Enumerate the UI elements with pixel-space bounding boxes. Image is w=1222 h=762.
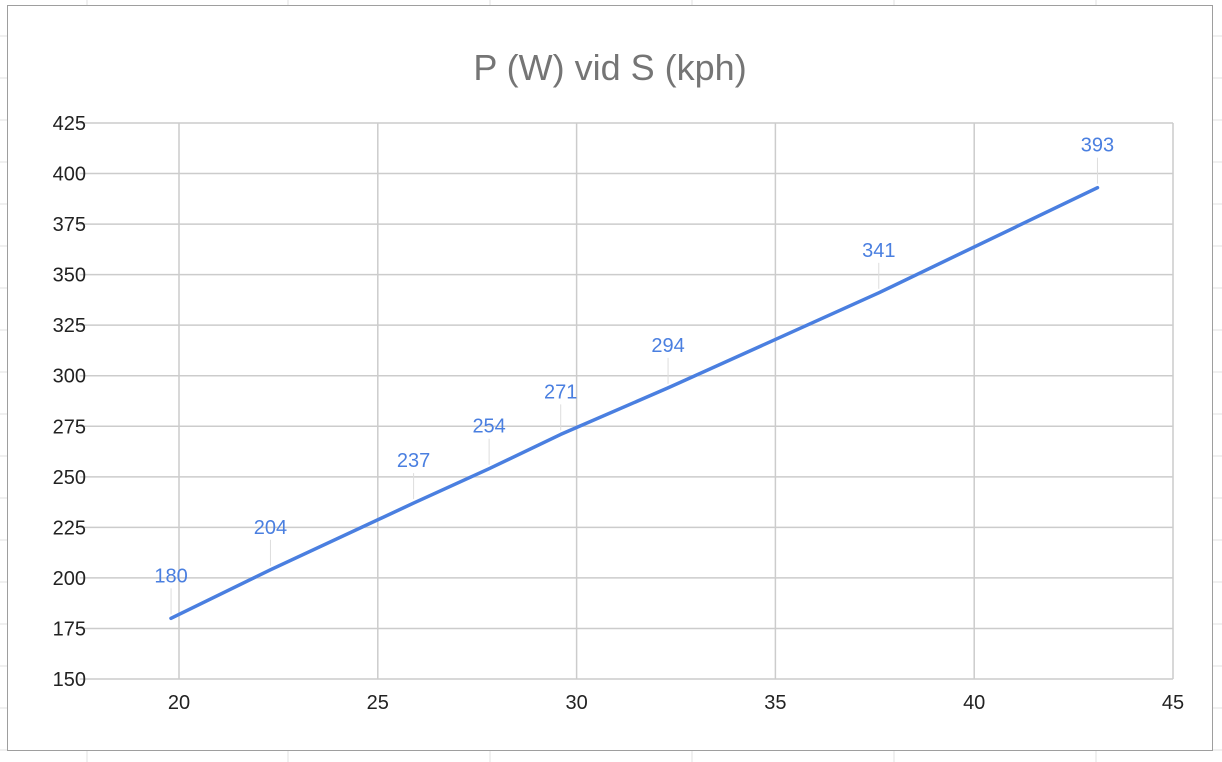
data-label: 393 — [1081, 135, 1114, 157]
x-tick-label: 30 — [565, 692, 587, 714]
y-tick-label: 250 — [53, 467, 86, 489]
data-label: 204 — [254, 517, 287, 539]
chart-container[interactable] — [7, 5, 1213, 751]
y-axis-tick-labels: 150 175 200 225 250 275 300 325 350 375 400 425 — [53, 113, 86, 691]
y-tick-label: 225 — [53, 517, 86, 539]
y-tick-label: 350 — [53, 265, 86, 287]
data-label: 254 — [472, 416, 505, 438]
series-line — [169, 185, 1100, 621]
chart-title: P (W) vid S (kph) — [473, 47, 746, 88]
y-tick-label: 300 — [53, 366, 86, 388]
y-tick-label: 200 — [53, 568, 86, 590]
y-tick-label: 275 — [53, 416, 86, 438]
y-tick-label: 425 — [53, 113, 86, 135]
data-label: 237 — [397, 450, 430, 472]
data-label: 294 — [651, 335, 684, 357]
x-tick-label: 40 — [963, 692, 985, 714]
y-tick-label: 325 — [53, 315, 86, 337]
y-tick-label: 150 — [53, 669, 86, 691]
series-group — [169, 185, 1100, 621]
data-label: 180 — [154, 565, 187, 587]
data-label: 271 — [544, 381, 577, 403]
data-label: 341 — [862, 240, 895, 262]
x-tick-label: 25 — [367, 692, 389, 714]
x-axis-tick-labels: 20 25 30 35 40 45 — [168, 692, 1184, 714]
y-tick-label: 400 — [53, 164, 86, 186]
data-labels: 180 204 237 254 271 294 341 393 — [154, 135, 1114, 615]
y-tick-label: 375 — [53, 214, 86, 236]
x-tick-label: 35 — [764, 692, 786, 714]
x-tick-label: 20 — [168, 692, 190, 714]
y-tick-label: 175 — [53, 618, 86, 640]
x-tick-label: 45 — [1162, 692, 1184, 714]
gridlines — [79, 122, 1174, 680]
